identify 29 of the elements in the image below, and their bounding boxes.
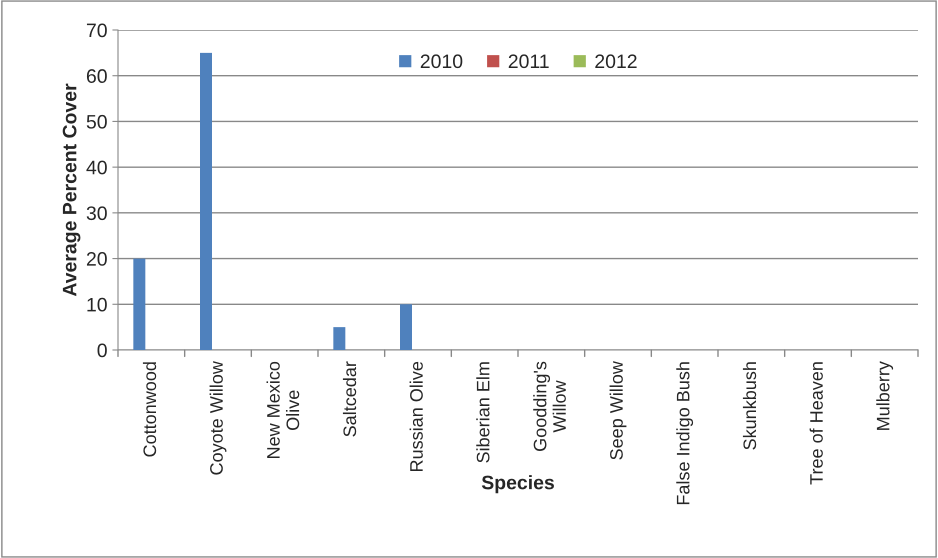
- x-tick-label: Coyote Willow: [210, 361, 226, 475]
- bar: [133, 258, 146, 350]
- bar: [400, 304, 412, 350]
- x-tick-label: Tree of Heaven: [810, 362, 823, 484]
- x-tick-label: Siberian Elm: [476, 362, 490, 463]
- legend-label: 2010: [420, 54, 462, 68]
- y-tick-label: 40: [86, 160, 107, 174]
- y-tick-label: 0: [98, 343, 107, 358]
- x-tick-label: Cottonwood: [142, 362, 156, 457]
- x-tick-label: False Indigo Bush: [676, 362, 694, 504]
- y-tick-label: 70: [86, 23, 107, 38]
- x-tick-label: Skunkbush: [742, 362, 756, 450]
- y-tick-label: 20: [86, 252, 107, 266]
- bar: [333, 327, 346, 350]
- y-tick-label: 60: [86, 69, 107, 83]
- legend-label: 2011: [508, 54, 549, 68]
- x-tick-label: Seep Willow: [610, 361, 626, 460]
- bar: [200, 52, 212, 350]
- x-tick-label: Goodding's Willow: [533, 362, 566, 451]
- x-tick-label: New Mexico Olive: [266, 362, 300, 458]
- y-tick-label: 50: [86, 114, 107, 129]
- x-axis-title: Species: [482, 475, 554, 494]
- y-tick-label: 30: [86, 206, 107, 220]
- x-tick-label: Saltcedar: [342, 361, 356, 437]
- x-tick-label: Mulberry: [876, 361, 894, 430]
- legend-label: 2012: [595, 54, 637, 68]
- x-tick-label: Russian Olive: [410, 362, 423, 472]
- y-tick-label: 10: [87, 298, 107, 312]
- y-axis-title: Average Percent Cover: [62, 84, 80, 296]
